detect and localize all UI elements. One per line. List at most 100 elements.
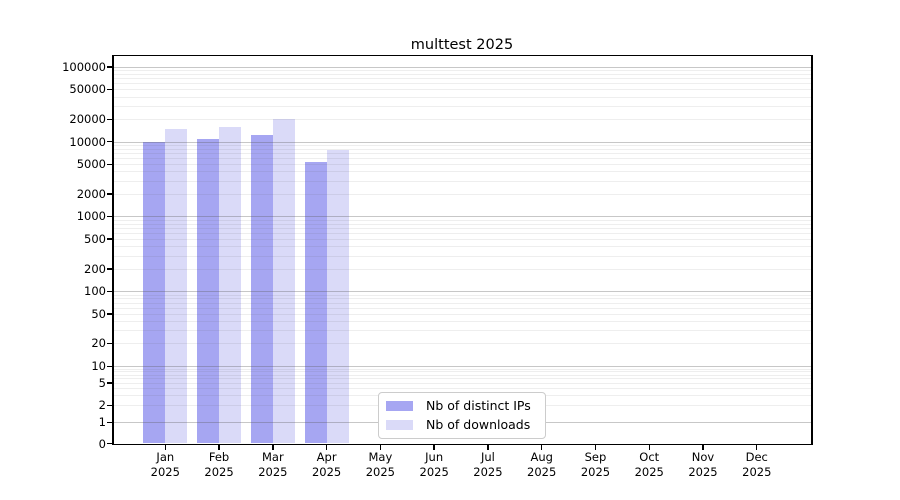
x-tick-mark	[594, 445, 597, 451]
gridline-minor	[113, 105, 811, 107]
gridline-minor	[113, 96, 811, 98]
gridline-minor	[113, 74, 811, 76]
y-tick-mark	[107, 163, 112, 165]
y-tick-mark	[107, 404, 112, 407]
axis-spine-left	[112, 54, 114, 445]
legend-item-distinct-ips: Nb of distinct IPs	[386, 399, 536, 413]
bar-nb-of-distinct-ips-apr	[304, 162, 327, 444]
gridline-minor	[113, 70, 811, 72]
gridline-minor	[113, 223, 811, 225]
gridline-minor	[113, 193, 811, 195]
chart-title: multtest 2025	[410, 37, 514, 53]
y-tick-label: 20	[91, 336, 106, 351]
legend-swatch-downloads	[386, 420, 413, 430]
gridline-minor	[113, 145, 811, 147]
y-tick-label: 2	[98, 398, 106, 413]
gridline-minor	[113, 78, 811, 80]
gridline-minor	[113, 153, 811, 155]
gridline-minor	[113, 374, 811, 376]
gridline-minor	[113, 368, 811, 370]
x-tick-mark	[379, 445, 382, 451]
gridline-minor	[113, 320, 811, 322]
gridline-minor	[113, 307, 811, 309]
gridline-minor	[113, 302, 811, 304]
bar-nb-of-downloads-mar	[272, 119, 295, 444]
bar-nb-of-distinct-ips-feb	[197, 138, 220, 444]
y-tick-mark	[107, 238, 112, 240]
legend-item-downloads: Nb of downloads	[386, 418, 536, 432]
gridline-major	[113, 66, 811, 68]
gridline-major	[113, 366, 811, 367]
y-tick-label: 0	[98, 436, 106, 451]
x-tick-label: Apr 2025	[311, 449, 342, 479]
bar-nb-of-distinct-ips-jan	[143, 141, 166, 444]
gridline-minor	[113, 89, 811, 91]
y-tick-label: 10000	[69, 134, 106, 149]
gridline-minor	[113, 227, 811, 229]
gridline-minor	[113, 378, 811, 380]
x-tick-mark	[433, 445, 435, 451]
x-tick-label: Jun 2025	[419, 449, 449, 479]
x-tick-mark	[164, 445, 166, 451]
gridline-minor	[113, 246, 811, 248]
y-tick-mark	[107, 313, 112, 315]
x-tick-label: May 2025	[365, 449, 396, 479]
legend-label-downloads: Nb of downloads	[426, 417, 531, 432]
y-tick-mark	[107, 66, 112, 68]
x-tick-mark	[756, 445, 758, 451]
x-tick-mark	[702, 445, 704, 451]
y-tick-mark	[107, 88, 112, 91]
gridline-minor	[113, 343, 811, 345]
y-tick-mark	[107, 421, 112, 423]
x-tick-label: Sep 2025	[580, 449, 611, 479]
legend-swatch-distinct-ips	[386, 401, 413, 411]
gridline-minor	[113, 313, 811, 315]
y-tick-mark	[107, 342, 112, 345]
gridline-minor	[113, 388, 811, 390]
y-tick-label: 10	[91, 359, 106, 373]
y-tick-label: 50000	[69, 82, 106, 97]
gridline-major	[113, 216, 811, 218]
legend-label-distinct-ips: Nb of distinct IPs	[426, 398, 531, 413]
x-tick-mark	[325, 445, 328, 451]
gridline-minor	[113, 330, 811, 332]
x-tick-label: Mar 2025	[258, 449, 288, 479]
y-tick-mark	[107, 215, 112, 218]
y-tick-label: 5	[98, 375, 106, 390]
bar-nb-of-downloads-apr	[326, 150, 349, 444]
x-tick-label: Jan 2025	[150, 449, 180, 479]
y-tick-label: 50	[91, 306, 106, 321]
y-tick-mark	[107, 193, 112, 195]
gridline-minor	[113, 171, 811, 173]
x-tick-label: Jul 2025	[473, 449, 503, 479]
y-tick-label: 1	[98, 415, 106, 429]
gridline-minor	[113, 83, 811, 85]
y-tick-mark	[107, 268, 112, 270]
x-tick-mark	[272, 445, 274, 451]
gridline-minor	[113, 382, 811, 384]
y-tick-label: 100	[84, 284, 106, 299]
x-tick-mark	[487, 445, 489, 451]
y-tick-label: 200	[84, 261, 106, 276]
gridline-minor	[113, 158, 811, 160]
axis-spine-right	[811, 54, 813, 445]
gridline-minor	[113, 148, 811, 150]
y-tick-label: 1000	[76, 209, 106, 224]
bar-nb-of-downloads-feb	[219, 126, 242, 444]
gridline-minor	[113, 298, 811, 300]
y-tick-mark	[107, 443, 112, 445]
axis-spine-bottom	[112, 443, 813, 446]
y-tick-mark	[107, 382, 112, 384]
bar-nb-of-distinct-ips-mar	[250, 134, 273, 444]
y-tick-label: 100000	[62, 59, 106, 74]
gridline-major	[113, 291, 811, 293]
gridline-minor	[113, 268, 811, 270]
gridline-minor	[113, 219, 811, 221]
y-tick-mark	[107, 365, 112, 367]
gridline-minor	[113, 180, 811, 182]
x-tick-label: Oct 2025	[634, 449, 664, 479]
gridline-minor	[113, 232, 811, 234]
gridline-minor	[113, 119, 811, 121]
y-tick-label: 2000	[76, 186, 106, 201]
gridline-minor	[113, 238, 811, 240]
